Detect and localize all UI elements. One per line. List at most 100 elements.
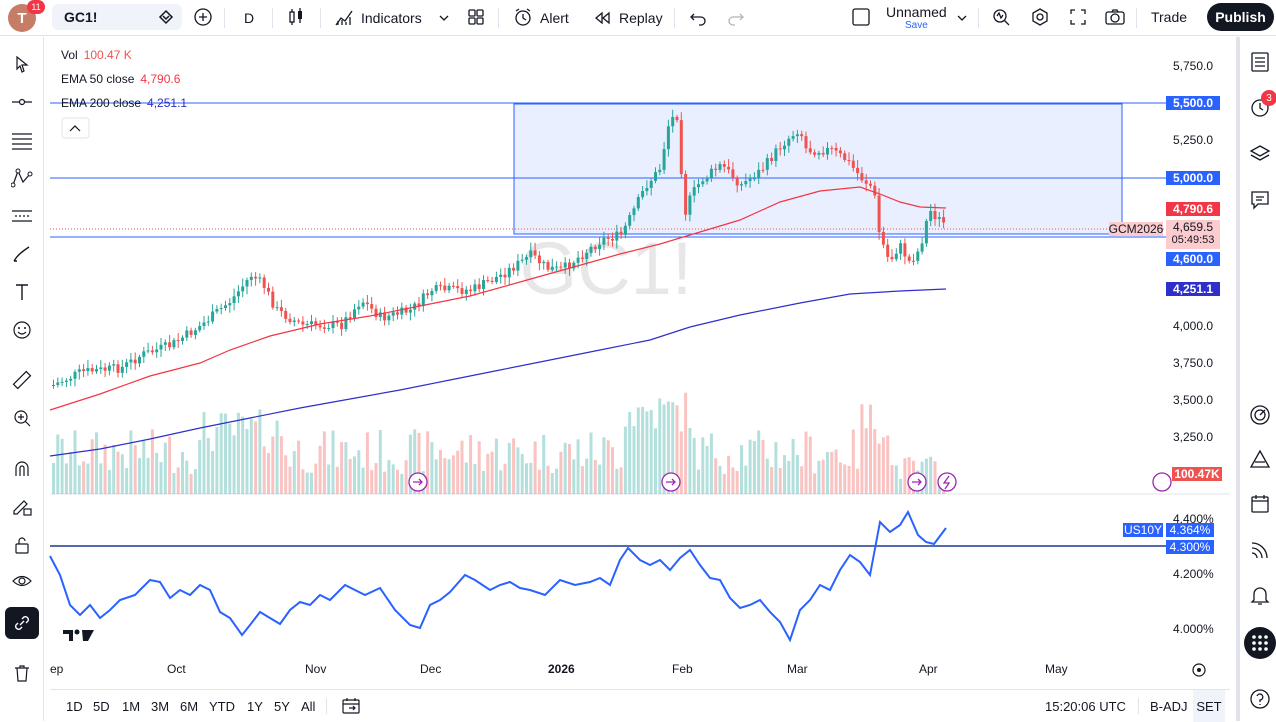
chevron-down-icon[interactable] — [438, 12, 450, 24]
range-5d-button[interactable]: 5D — [93, 698, 110, 714]
lightning-marker[interactable] — [937, 472, 957, 492]
range-1m-button[interactable]: 1M — [122, 698, 141, 714]
volume-bar — [499, 470, 503, 494]
event-marker[interactable] — [408, 472, 428, 492]
candle-body — [73, 371, 77, 379]
ema200-legend[interactable]: EMA 200 close 4,251.1 — [61, 96, 187, 110]
candle-body — [159, 344, 163, 350]
date-range-icon[interactable] — [341, 696, 361, 716]
range-ytd-button[interactable]: YTD — [209, 698, 235, 714]
camera-icon[interactable] — [1104, 7, 1126, 27]
collapse-legend-button[interactable] — [61, 117, 90, 139]
object-tree-button[interactable] — [1246, 140, 1274, 168]
hide-drawings-tool[interactable] — [8, 567, 36, 595]
publish-button[interactable]: Publish — [1207, 3, 1274, 31]
watchlist-button[interactable] — [1246, 48, 1274, 76]
streams-button[interactable] — [1246, 536, 1274, 564]
ema50-legend[interactable]: EMA 50 close 4,790.6 — [61, 72, 180, 86]
compare-diamond-icon[interactable] — [158, 9, 174, 25]
brush-tool[interactable] — [8, 240, 36, 268]
forecast-tool[interactable] — [8, 202, 36, 230]
indicators-button[interactable]: Indicators — [361, 10, 422, 26]
event-marker[interactable] — [1152, 472, 1172, 492]
volume-bar — [804, 431, 808, 494]
event-marker[interactable] — [661, 472, 681, 492]
remove-drawings-tool[interactable] — [8, 659, 36, 687]
notifications-button[interactable] — [1246, 581, 1274, 609]
chats-button[interactable] — [1246, 186, 1274, 214]
volume-bar — [929, 456, 933, 494]
session-button[interactable]: SET — [1193, 690, 1225, 722]
back-adjust-button[interactable]: B-ADJ — [1150, 698, 1188, 714]
alert-button[interactable]: Alert — [540, 10, 569, 26]
time-axis-label: May — [1045, 662, 1068, 676]
volume-bar — [236, 412, 240, 494]
chart-settings-icon[interactable] — [1192, 663, 1206, 677]
candle-body — [236, 291, 240, 297]
range-rectangle[interactable] — [513, 103, 1123, 235]
range-1d-button[interactable]: 1D — [66, 698, 83, 714]
event-marker[interactable] — [907, 472, 927, 492]
alerts-count-badge: 3 — [1261, 90, 1276, 106]
fullscreen-icon[interactable] — [1068, 7, 1088, 27]
save-link[interactable]: Save — [905, 19, 928, 31]
range-1y-button[interactable]: 1Y — [247, 698, 263, 714]
candles-icon[interactable] — [286, 7, 306, 27]
emoji-tool[interactable] — [8, 316, 36, 344]
replay-button[interactable]: Replay — [619, 10, 663, 26]
volume-bar — [675, 405, 679, 494]
ideas-button[interactable] — [1246, 445, 1274, 473]
technicals-button[interactable] — [1246, 401, 1274, 429]
range-5y-button[interactable]: 5Y — [274, 698, 290, 714]
replay-icon[interactable] — [592, 8, 612, 28]
symbol-search-box[interactable]: GC1! — [52, 4, 182, 30]
interval-button[interactable]: D — [244, 10, 255, 26]
volume-bar — [176, 467, 180, 494]
price-tag-5000[interactable]: 5,000.0 — [1166, 171, 1220, 185]
magnet-tool[interactable] — [8, 455, 36, 483]
pattern-tool[interactable] — [8, 164, 36, 192]
drawing-mode-tool[interactable] — [8, 493, 36, 521]
link-tool[interactable] — [5, 607, 39, 639]
volume-bar — [516, 447, 520, 494]
help-button[interactable] — [1246, 685, 1274, 713]
zoom-tool[interactable] — [8, 404, 36, 432]
candle-body — [163, 342, 167, 345]
candle-body — [503, 274, 507, 278]
candle-body — [568, 262, 571, 269]
apps-button[interactable] — [1244, 627, 1276, 659]
price-tag-5500[interactable]: 5,500.0 — [1166, 96, 1220, 110]
layout-checkbox-icon[interactable] — [851, 7, 871, 27]
lock-drawings-tool[interactable] — [8, 531, 36, 559]
calendar-button[interactable] — [1246, 490, 1274, 518]
range-6m-button[interactable]: 6M — [180, 698, 199, 714]
quick-search-icon[interactable] — [991, 7, 1011, 27]
chevron-down-icon[interactable] — [956, 12, 968, 24]
layout-name[interactable]: Unnamed — [886, 4, 947, 20]
range-all-button[interactable]: All — [301, 698, 316, 714]
price-tag-4600[interactable]: 4,600.0 — [1166, 252, 1220, 266]
utc-clock[interactable]: 15:20:06 UTC — [1045, 698, 1126, 714]
redo-icon[interactable] — [726, 8, 746, 28]
candle-body — [219, 307, 223, 310]
us10y-line-tag[interactable]: 4.300% — [1166, 540, 1214, 554]
layouts-grid-icon[interactable] — [466, 7, 486, 27]
add-symbol-icon[interactable] — [193, 7, 213, 27]
price-chart[interactable]: GC1! — [0, 0, 1236, 689]
settings-gear-icon[interactable] — [1030, 7, 1050, 27]
indicators-icon[interactable] — [334, 7, 354, 27]
candle-body — [353, 309, 356, 319]
trend-line-tool[interactable] — [8, 88, 36, 116]
measure-tool[interactable] — [8, 366, 36, 394]
alert-clock-icon[interactable] — [512, 6, 534, 28]
cursor-tool[interactable] — [8, 50, 36, 78]
fib-tool[interactable] — [8, 126, 36, 154]
text-tool[interactable] — [8, 278, 36, 306]
alerts-button[interactable] — [1246, 93, 1274, 121]
volume-bar — [314, 463, 318, 494]
candle-body — [279, 307, 283, 311]
undo-icon[interactable] — [688, 8, 708, 28]
bottom-toolbar: 1D 5D 1M 3M 6M YTD 1Y 5Y All 15:20:06 UT… — [50, 689, 1230, 722]
trade-button[interactable]: Trade — [1150, 9, 1188, 25]
range-3m-button[interactable]: 3M — [151, 698, 170, 714]
